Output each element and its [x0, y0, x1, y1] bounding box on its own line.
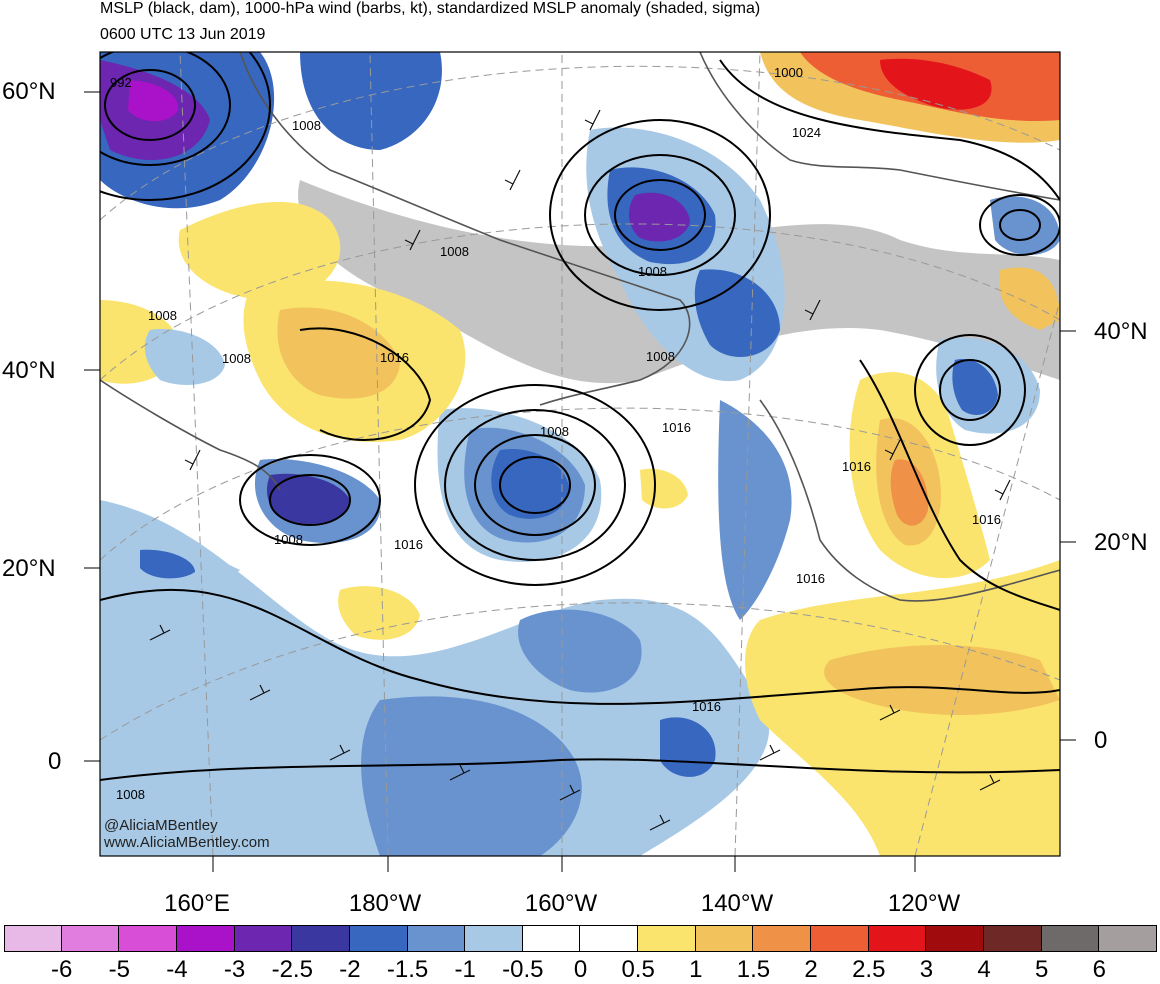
colorbar-swatch: [176, 925, 235, 952]
colorbar-tick-label: 0.5: [621, 956, 655, 983]
isobar-label: 1024: [792, 125, 821, 140]
colorbar-tick-label: -1: [454, 956, 476, 983]
colorbar-tick-label: 1: [689, 956, 703, 983]
colorbar-swatch: [407, 925, 466, 952]
mslp-isobars: [100, 52, 1060, 781]
colorbar-swatch: [695, 925, 754, 952]
colorbar-tick-label: 2: [804, 956, 818, 983]
isobar-label: 992: [110, 75, 132, 90]
colorbar-tick-label: -2: [339, 956, 361, 983]
colorbar-swatch: [1041, 925, 1100, 952]
lat-label-right-20n: 20°N: [1094, 529, 1148, 556]
isobar-labels: 992 1008 1008 1008 1008 1008 1008 1008 1…: [110, 65, 1001, 802]
isobar-label: 1016: [796, 571, 825, 586]
map-title: MSLP (black, dam), 1000-hPa wind (barbs,…: [100, 0, 761, 17]
colorbar-swatch: [753, 925, 812, 952]
colorbar-swatch: [465, 925, 523, 952]
colorbar-swatch: [984, 925, 1042, 952]
isobar-label: 1008: [274, 532, 303, 547]
colorbar-tick-label: 0: [573, 956, 588, 983]
colorbar-swatch: [811, 925, 869, 952]
isobar-label: 1016: [692, 699, 721, 714]
colorbar-tick-label: 2.5: [852, 956, 886, 983]
colorbar-tick-label: 1.5: [736, 956, 771, 983]
colorbar-tick-label: -0.5: [502, 956, 544, 983]
colorbar-tick-label: -3: [223, 956, 246, 983]
isobar-label: 1016: [842, 459, 871, 474]
map-valid-time: 0600 UTC 13 Jun 2019: [100, 26, 266, 43]
isobar-label: 1016: [972, 512, 1001, 527]
colorbar-swatch: [868, 925, 927, 952]
colorbar-tick-label: -5: [108, 956, 130, 983]
colorbar-tick-label: 3: [919, 956, 934, 983]
axis-ticks: [84, 91, 1076, 872]
isobar-label: 1000: [774, 65, 803, 80]
isobar-label: 1016: [662, 420, 691, 435]
colorbar-swatch: [4, 925, 62, 952]
lat-label-60n: 60°N: [2, 78, 56, 105]
credit-website: www.AliciaMBentley.com: [104, 834, 270, 851]
colorbar-swatch: [119, 925, 177, 952]
colorbar-tick-label: 5: [1035, 956, 1049, 983]
colorbar-swatch: [638, 925, 696, 952]
lat-label-20n: 20°N: [2, 555, 56, 582]
isobar-label: 1016: [394, 537, 423, 552]
credit-handle: @AliciaMBentley: [104, 817, 218, 834]
lat-label-0: 0: [48, 748, 62, 775]
isobar-label: 1008: [148, 308, 177, 323]
colorbar-swatch: [522, 925, 581, 952]
lon-label-140w: 140°W: [700, 890, 774, 917]
isobar-label: 1008: [116, 787, 145, 802]
colorbar: -6 -5 -4 -3 -2.5 -2 -1.5 -1 -0.5 0 0.5 1 1.5 2 2.5 3 4 5 6: [0, 925, 1160, 983]
isobar-label: 1008: [440, 244, 469, 259]
isobar-label: 1008: [292, 118, 321, 133]
colorbar-swatch: [926, 925, 985, 952]
wind-barbs: [149, 109, 1011, 831]
lon-label-160w: 160°W: [524, 890, 598, 917]
lat-label-right-40n: 40°N: [1094, 318, 1148, 345]
lat-label-40n: 40°N: [2, 357, 56, 384]
isobar-label: 1008: [638, 264, 667, 279]
colorbar-swatch: [292, 925, 350, 952]
graticule: [100, 52, 1060, 856]
isobar-label: 1016: [380, 350, 409, 365]
isobar-label: 1008: [222, 351, 251, 366]
isobar-label: 1008: [646, 349, 675, 364]
colorbar-tick-label: 4: [977, 956, 991, 983]
colorbar-tick-label: -4: [166, 956, 188, 983]
colorbar-swatch: [61, 925, 120, 952]
colorbar-swatch: [234, 925, 293, 952]
isobar-label: 1008: [540, 424, 569, 439]
colorbar-tick-label: 6: [1092, 956, 1107, 983]
colorbar-tick-label: -1.5: [386, 956, 429, 983]
lon-label-180w: 180°W: [348, 890, 422, 917]
colorbar-swatch: [1099, 925, 1157, 952]
map-frame: [99, 51, 1061, 857]
colorbar-tick-label: -6: [50, 956, 73, 983]
colorbar-swatch: [580, 925, 639, 952]
lat-label-right-0: 0: [1094, 727, 1108, 754]
colorbar-swatch: [349, 925, 408, 952]
lon-label-120w: 120°W: [887, 890, 961, 917]
colorbar-tick-label: -2.5: [271, 956, 313, 983]
lon-label-160e: 160°E: [164, 890, 230, 917]
